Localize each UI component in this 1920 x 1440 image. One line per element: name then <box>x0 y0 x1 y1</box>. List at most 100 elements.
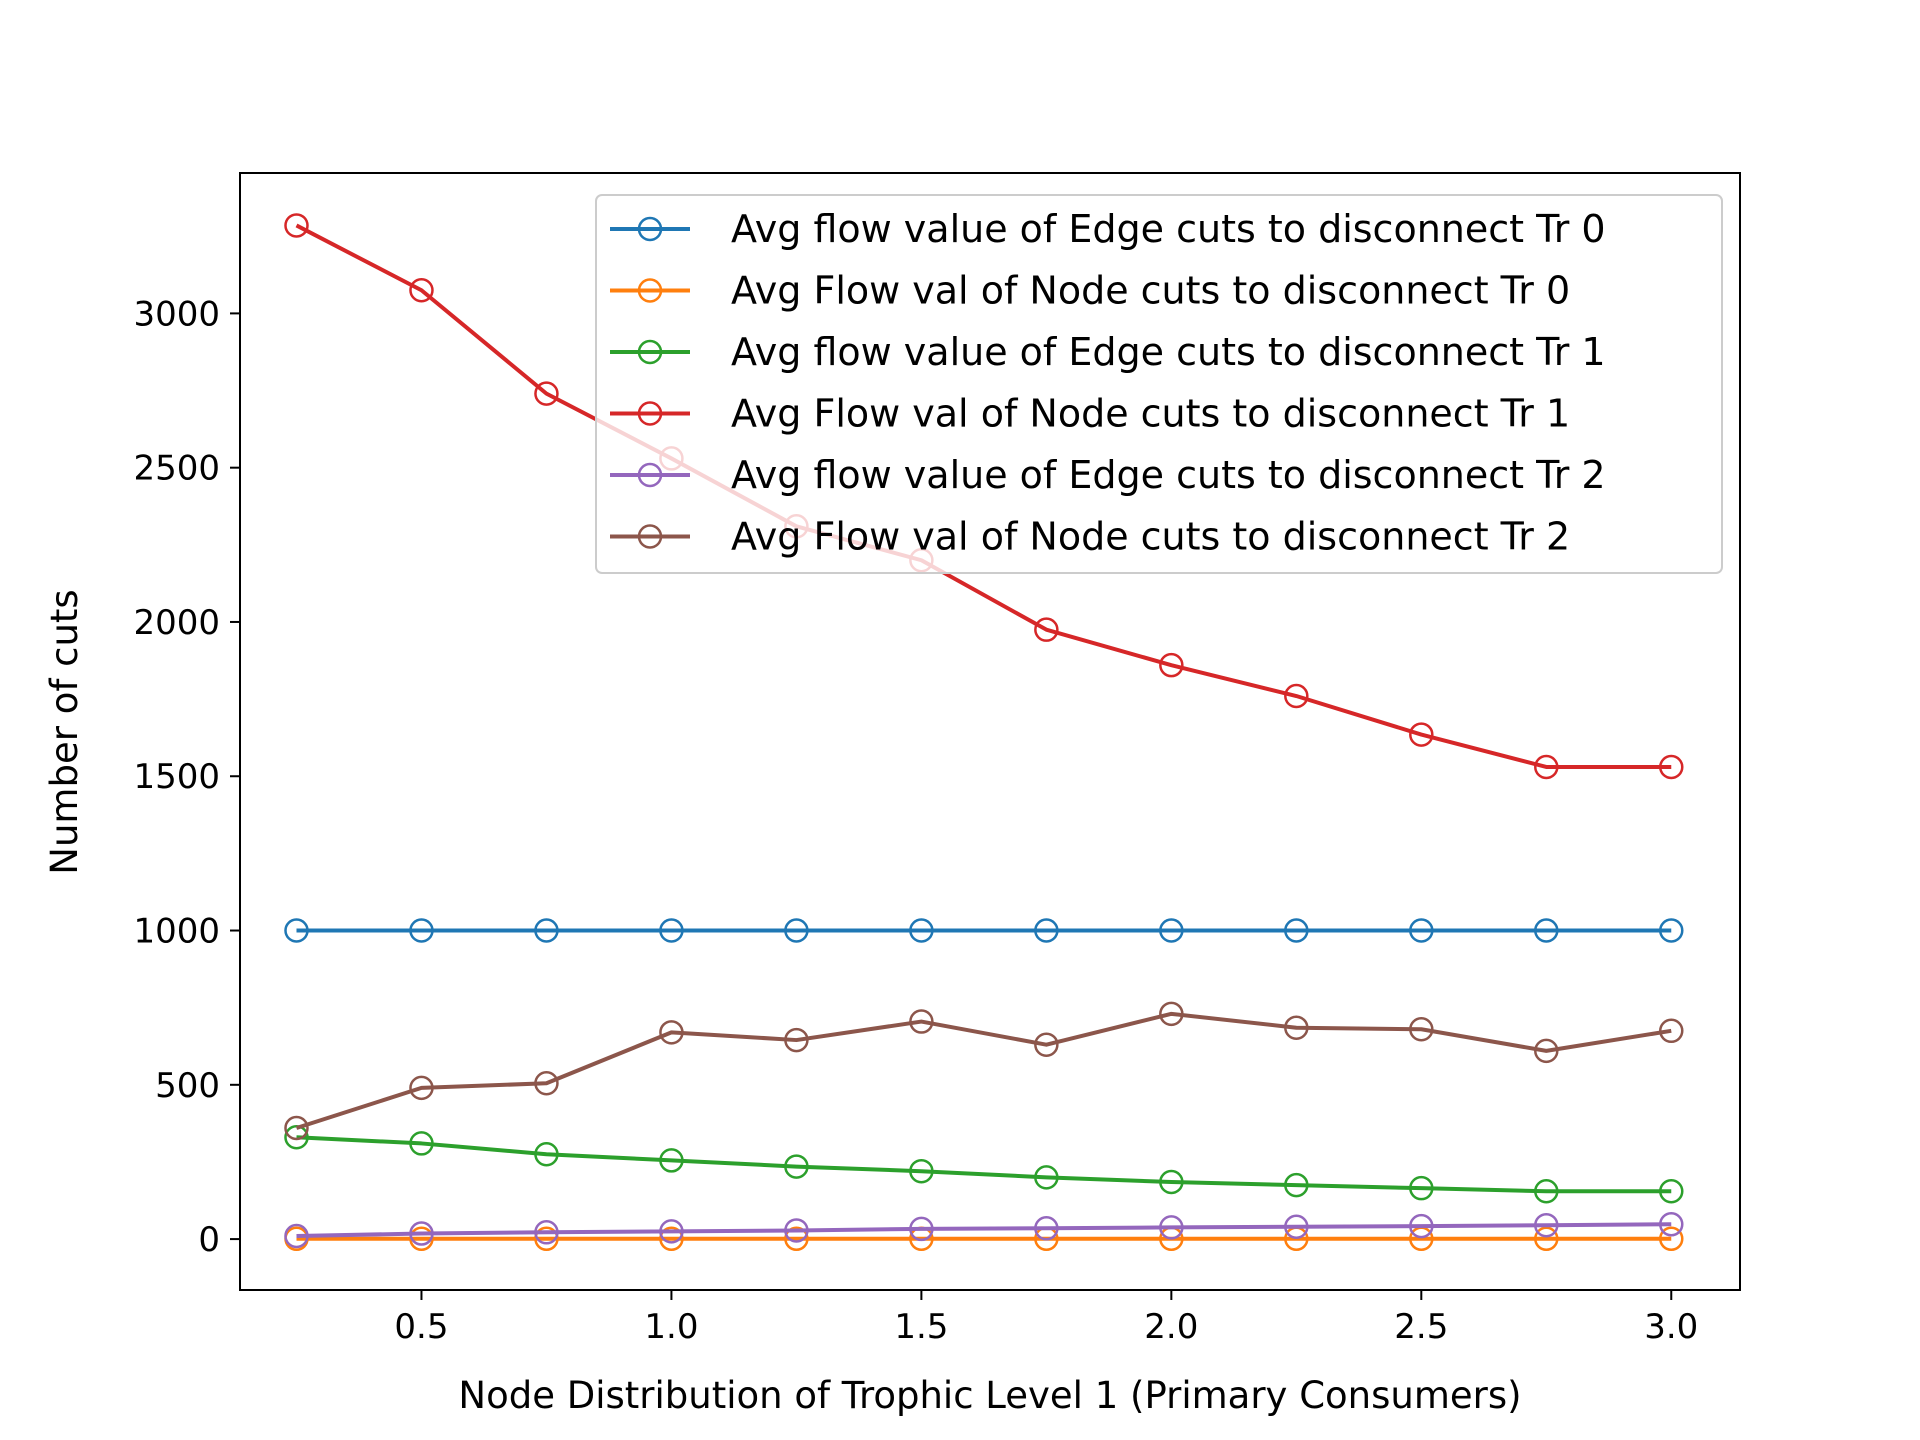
data-point <box>659 1226 684 1252</box>
legend: Avg flow value of Edge cuts to disconnec… <box>595 194 1723 574</box>
data-point <box>1409 918 1434 943</box>
legend-label: Avg Flow val of Node cuts to disconnect … <box>731 269 1570 313</box>
y-tick-label: 1000 <box>133 912 220 952</box>
data-point <box>659 1020 684 1045</box>
legend-marker <box>637 524 663 549</box>
data-point <box>1034 918 1059 943</box>
data-point <box>1659 1018 1684 1044</box>
data-point <box>534 1141 559 1167</box>
data-point <box>909 1158 934 1184</box>
data-point <box>409 1131 434 1156</box>
legend-marker <box>637 462 663 488</box>
y-axis: 0 500 1000 1500 2000 2500 3000 <box>133 294 240 1260</box>
data-point <box>1409 722 1434 747</box>
y-tick-label: 1500 <box>133 757 220 797</box>
x-tick-label: 1.0 <box>644 1307 698 1347</box>
series-layer <box>284 213 1684 1252</box>
y-tick-label: 0 <box>198 1220 220 1260</box>
legend-marker <box>637 339 663 365</box>
y-tick-label: 500 <box>155 1066 220 1106</box>
data-point <box>784 918 809 943</box>
legend-item: Avg flow value of Edge cuts to disconnec… <box>610 330 1606 374</box>
series-2 <box>284 1125 1684 1204</box>
data-point <box>534 1220 559 1245</box>
data-point <box>784 1218 809 1243</box>
legend-marker <box>637 216 663 242</box>
data-point <box>1034 1216 1059 1241</box>
x-tick-label: 1.5 <box>894 1307 948 1347</box>
legend-label: Avg Flow val of Node cuts to disconnect … <box>731 515 1570 559</box>
series-line <box>295 1011 1672 1130</box>
plot-frame <box>239 172 1741 1291</box>
data-point <box>409 1221 434 1246</box>
legend-marker <box>637 401 663 426</box>
y-tick-label: 3000 <box>133 294 220 334</box>
data-point <box>1534 1226 1559 1252</box>
data-point <box>284 1223 309 1249</box>
data-point <box>909 918 934 943</box>
x-tick-label: 2.5 <box>1394 1307 1448 1347</box>
data-point <box>1284 1172 1309 1198</box>
data-point <box>1034 617 1059 642</box>
legend-label: Avg flow value of Edge cuts to disconnec… <box>731 453 1606 497</box>
series-line <box>296 1222 1672 1239</box>
data-point <box>284 918 309 943</box>
data-point <box>534 918 559 943</box>
legend-item: Avg Flow val of Node cuts to disconnect … <box>610 392 1570 436</box>
data-point <box>659 1148 684 1173</box>
y-tick-label: 2500 <box>133 449 220 489</box>
x-tick-label: 2.0 <box>1144 1307 1198 1347</box>
series-5 <box>284 1001 1684 1141</box>
data-point <box>784 1226 809 1252</box>
data-point <box>1409 1017 1434 1042</box>
data-point <box>1659 918 1684 943</box>
data-point <box>284 213 309 238</box>
legend-item: Avg Flow val of Node cuts to disconnect … <box>610 515 1570 559</box>
data-point <box>784 1027 809 1053</box>
data-point <box>1534 1179 1559 1204</box>
data-point <box>1034 1165 1059 1190</box>
data-point <box>1034 1032 1059 1057</box>
y-tick-label: 2000 <box>133 603 220 643</box>
data-point <box>1159 1215 1184 1240</box>
data-point <box>1409 1213 1434 1239</box>
legend-label: Avg flow value of Edge cuts to disconnec… <box>731 207 1606 251</box>
series-line <box>296 1135 1672 1194</box>
data-point <box>534 1071 559 1096</box>
data-point <box>1284 1214 1309 1239</box>
series-4 <box>284 1212 1684 1249</box>
series-0 <box>284 918 1684 943</box>
data-point <box>1159 1001 1184 1027</box>
data-point <box>1534 1212 1559 1238</box>
series-line <box>295 223 1672 769</box>
x-tick-label: 3.0 <box>1644 1307 1698 1347</box>
data-point <box>1159 1169 1184 1195</box>
data-point <box>909 1216 934 1242</box>
legend-item: Avg flow value of Edge cuts to disconnec… <box>610 207 1606 251</box>
data-point <box>1159 918 1184 943</box>
data-point <box>409 278 434 303</box>
data-point <box>909 1009 934 1034</box>
legend-label: Avg Flow val of Node cuts to disconnect … <box>731 392 1570 436</box>
data-point <box>1534 1038 1559 1064</box>
data-point <box>1659 1212 1684 1237</box>
data-point <box>784 1154 809 1179</box>
data-point <box>1534 754 1559 780</box>
data-point <box>1659 1226 1684 1252</box>
data-point <box>1284 1015 1309 1040</box>
data-point <box>1659 1179 1684 1204</box>
legend-item: Avg Flow val of Node cuts to disconnect … <box>610 269 1570 313</box>
data-point <box>534 381 559 406</box>
legend-label: Avg flow value of Edge cuts to disconnec… <box>731 330 1606 374</box>
series-1 <box>284 1226 1684 1252</box>
data-point <box>659 918 684 943</box>
data-point <box>1284 683 1309 709</box>
legend-marker <box>637 278 663 303</box>
data-point <box>534 1226 559 1252</box>
data-point <box>1659 754 1684 780</box>
data-point <box>409 918 434 943</box>
data-point <box>1534 918 1559 943</box>
y-axis-label: Number of cuts <box>43 589 86 874</box>
x-tick-label: 0.5 <box>394 1307 448 1347</box>
